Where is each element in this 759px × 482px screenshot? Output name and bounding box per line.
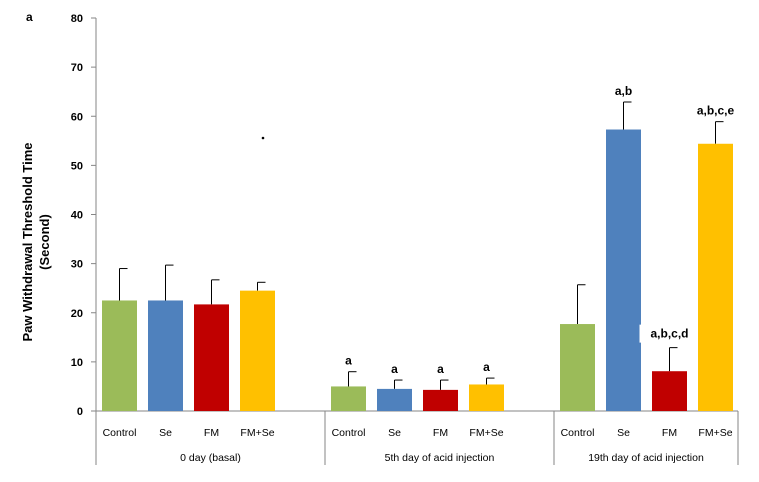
stray-dot (261, 136, 265, 140)
annotation-background (639, 324, 700, 343)
significance-annotation: a (391, 362, 398, 376)
bar (331, 386, 366, 411)
x-category-label: Control (103, 427, 137, 439)
x-category-label: FM (662, 427, 677, 439)
x-category-label: FM+Se (698, 427, 732, 439)
significance-annotation: a,b (615, 84, 632, 98)
y-tick-label: 20 (71, 308, 83, 320)
x-category-label: Se (617, 427, 630, 439)
significance-annotation: a (437, 362, 444, 376)
y-tick-label: 80 (71, 13, 83, 25)
x-category-label: FM+Se (469, 427, 503, 439)
bar (698, 143, 733, 411)
bar (148, 300, 183, 411)
bar (560, 324, 595, 411)
x-category-label: Se (388, 427, 401, 439)
bar (102, 300, 137, 411)
y-tick-label: 40 (71, 210, 83, 222)
x-category-label: Control (561, 427, 595, 439)
significance-annotation: a,b,c,d (650, 327, 688, 341)
y-tick-label: 70 (71, 62, 83, 74)
bar (469, 384, 504, 411)
significance-annotation: a (345, 354, 352, 368)
x-group-label: 19th day of acid injection (588, 452, 704, 464)
significance-annotation: a (483, 360, 490, 374)
y-tick-label: 10 (71, 357, 83, 369)
x-category-label: Se (159, 427, 172, 439)
y-tick-label: 0 (77, 406, 83, 418)
y-tick-label: 60 (71, 111, 83, 123)
y-tick-label: 50 (71, 160, 83, 172)
bar (652, 371, 687, 411)
significance-annotation: a,b,c,e (697, 104, 735, 118)
bar (377, 388, 412, 411)
x-category-label: FM (204, 427, 219, 439)
x-group-label: 5th day of acid injection (385, 452, 495, 464)
panel-label: a (26, 10, 33, 24)
bar (240, 290, 275, 411)
y-tick-label: 30 (71, 259, 83, 271)
x-category-label: FM+Se (240, 427, 274, 439)
x-category-label: FM (433, 427, 448, 439)
x-group-label: 0 day (basal) (180, 452, 241, 464)
bar (194, 304, 229, 411)
bar (606, 129, 641, 412)
bar (423, 389, 458, 411)
x-category-label: Control (332, 427, 366, 439)
